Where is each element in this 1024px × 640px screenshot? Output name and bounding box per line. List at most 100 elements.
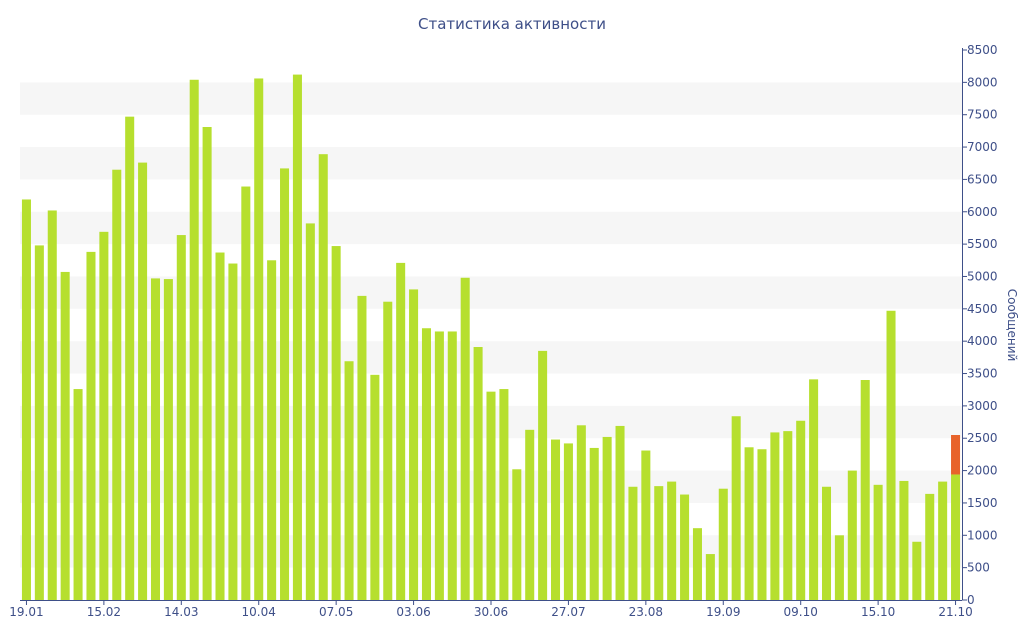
bar[interactable]	[834, 535, 844, 600]
bar[interactable]	[783, 431, 793, 600]
bar[interactable]	[331, 246, 341, 600]
bar[interactable]	[860, 380, 870, 600]
y-tick-label: 5500	[967, 237, 998, 251]
bar[interactable]	[589, 447, 599, 600]
x-tick-label: 30.06	[474, 605, 508, 619]
bar[interactable]	[254, 78, 264, 601]
axes-group	[20, 48, 967, 605]
bar[interactable]	[292, 74, 302, 601]
bar[interactable]	[757, 449, 767, 600]
y-tick-label: 8500	[967, 43, 998, 57]
bar[interactable]	[551, 439, 561, 600]
bar[interactable]	[641, 450, 651, 600]
bar[interactable]	[821, 486, 832, 600]
bar[interactable]	[770, 432, 780, 600]
bar[interactable]	[34, 245, 44, 600]
x-tick-label: 15.10	[861, 605, 895, 619]
bar[interactable]	[99, 231, 109, 600]
bar[interactable]	[280, 168, 290, 600]
bar[interactable]	[228, 263, 238, 600]
bar[interactable]	[731, 416, 741, 600]
y-tick-label: 6500	[967, 172, 998, 186]
bar[interactable]	[396, 262, 406, 600]
bar[interactable]	[925, 493, 935, 600]
bar[interactable]	[512, 469, 522, 600]
bar[interactable]	[267, 260, 277, 600]
bar[interactable]	[125, 116, 135, 601]
bar[interactable]	[86, 251, 96, 600]
bar[interactable]	[563, 443, 573, 600]
bar[interactable]	[486, 391, 496, 600]
bar[interactable]	[409, 289, 419, 600]
x-tick-labels: 19.01 15.02 14.03 10.04 07.05 03.06 30.06 27.07…	[9, 605, 972, 619]
bar[interactable]	[809, 379, 819, 600]
bar[interactable]	[873, 484, 883, 600]
y-axis-label: Сообщений	[1005, 289, 1019, 362]
bar[interactable]	[370, 374, 380, 600]
bar[interactable]	[538, 350, 548, 600]
chart-title: Статистика активности	[418, 15, 606, 33]
bar[interactable]	[705, 554, 715, 600]
y-tick-label: 2500	[967, 431, 998, 445]
x-tick-label: 03.06	[396, 605, 430, 619]
bar[interactable]	[447, 331, 457, 600]
y-tick-label: 5000	[967, 269, 998, 283]
bar[interactable]	[176, 235, 186, 600]
bar[interactable]	[499, 389, 509, 600]
bar[interactable]	[21, 199, 31, 600]
bar[interactable]	[421, 328, 431, 600]
y-tick-label: 7500	[967, 108, 998, 122]
bar[interactable]	[357, 295, 367, 600]
bar[interactable]	[899, 480, 909, 600]
bar[interactable]	[576, 425, 586, 600]
grid-band	[20, 147, 962, 180]
bar[interactable]	[744, 447, 754, 600]
bar[interactable]	[473, 347, 483, 600]
y-tick-label: 0	[967, 593, 975, 607]
bar[interactable]	[680, 494, 690, 600]
bar[interactable]	[796, 420, 806, 600]
bar[interactable]	[344, 361, 354, 600]
bar[interactable]	[73, 389, 83, 600]
bar[interactable]	[654, 486, 664, 600]
y-tick-label: 7000	[967, 140, 998, 154]
bar[interactable]	[615, 425, 625, 600]
bar[interactable]	[886, 310, 896, 600]
bar[interactable]	[667, 481, 677, 600]
bar[interactable]	[938, 481, 948, 600]
grid-band	[20, 276, 962, 309]
bar[interactable]	[215, 252, 225, 600]
bar[interactable]	[202, 127, 212, 600]
bar[interactable]	[602, 436, 612, 600]
bar[interactable]	[189, 79, 199, 600]
bar[interactable]	[692, 528, 702, 600]
bar[interactable]	[628, 486, 638, 600]
bar[interactable]	[138, 162, 148, 600]
bar[interactable]	[525, 429, 535, 600]
bar[interactable]	[847, 470, 857, 600]
bar[interactable]	[460, 277, 470, 600]
x-tick-label: 23.08	[629, 605, 663, 619]
bar[interactable]	[718, 488, 728, 600]
bar[interactable]	[150, 278, 161, 600]
bar[interactable]	[60, 271, 70, 600]
grid-band	[20, 211, 962, 245]
y-tick-label: 3000	[967, 399, 998, 413]
bar[interactable]	[318, 154, 328, 600]
y-tick-label: 8000	[967, 75, 998, 89]
x-tick-label: 09.10	[784, 605, 818, 619]
y-tick-labels: 0 500 1000 1500 2000 2500 3000 3500 4000 4500 5000…	[967, 43, 998, 607]
x-tick-label: 10.04	[242, 605, 276, 619]
bar[interactable]	[434, 331, 444, 600]
bar[interactable]	[163, 279, 173, 600]
bar[interactable]	[383, 301, 393, 600]
bar[interactable]	[47, 210, 57, 600]
bar[interactable]	[951, 474, 961, 600]
x-tick-label: 27.07	[551, 605, 585, 619]
bar[interactable]	[912, 541, 922, 600]
bar[interactable]	[305, 223, 315, 600]
bar-highlight[interactable]	[951, 435, 961, 475]
bar[interactable]	[241, 186, 251, 600]
bar[interactable]	[112, 169, 122, 600]
